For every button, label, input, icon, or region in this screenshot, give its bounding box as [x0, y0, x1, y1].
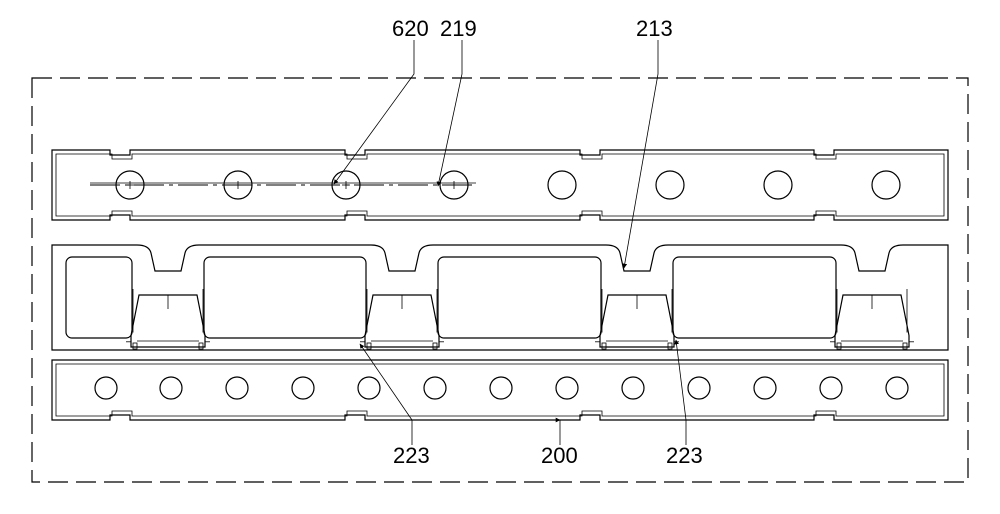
lower-beam-inner [56, 364, 944, 416]
upper-beam-hole [548, 171, 576, 199]
lower-beam-hole [424, 377, 446, 399]
mount-bolt [903, 343, 907, 349]
lower-beam-hole [886, 377, 908, 399]
mid-beam-cell [66, 257, 132, 338]
outer-dashed-boundary [32, 78, 968, 482]
callout-label-223b: 223 [666, 443, 703, 468]
mount-bolt [367, 343, 371, 349]
callout-leader-219 [438, 40, 462, 186]
lower-beam-hole [556, 377, 578, 399]
callout-leader-620 [334, 40, 414, 184]
mount-bolt [133, 343, 137, 349]
upper-beam-hole [764, 171, 792, 199]
mount-bolt [199, 343, 203, 349]
lower-beam-hole [226, 377, 248, 399]
upper-beam-hole [656, 171, 684, 199]
callout-label-200: 200 [541, 443, 578, 468]
lower-beam-hole [95, 377, 117, 399]
lower-beam-hole [358, 377, 380, 399]
lower-beam-hole [490, 377, 512, 399]
callout-label-620: 620 [392, 16, 429, 41]
mid-beam-cell [204, 257, 366, 338]
mount-bolt [668, 343, 672, 349]
lower-beam-hole [160, 377, 182, 399]
mount-bolt [602, 343, 606, 349]
mount-bolt [433, 343, 437, 349]
lower-beam-hole [622, 377, 644, 399]
mid-beam-cell [673, 257, 836, 338]
callout-label-213: 213 [636, 16, 673, 41]
mount-bolt [837, 343, 841, 349]
callout-leader-223b [676, 340, 686, 445]
lower-beam [52, 360, 948, 420]
mid-beam [52, 245, 948, 350]
lower-beam-hole [688, 377, 710, 399]
callout-leader-223a [360, 344, 412, 445]
lower-beam-hole [820, 377, 842, 399]
engineering-diagram: 620 219 213 223 200 223 [0, 0, 1000, 514]
callout-label-223a: 223 [393, 443, 430, 468]
callout-label-219: 219 [440, 16, 477, 41]
lower-beam-hole [754, 377, 776, 399]
upper-beam-hole [872, 171, 900, 199]
lower-beam-hole [292, 377, 314, 399]
mid-beam-cell [438, 257, 601, 338]
